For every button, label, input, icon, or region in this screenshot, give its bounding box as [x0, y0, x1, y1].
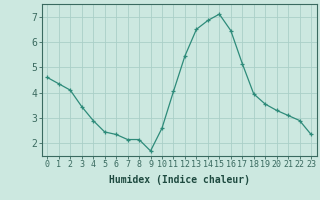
X-axis label: Humidex (Indice chaleur): Humidex (Indice chaleur)	[109, 175, 250, 185]
